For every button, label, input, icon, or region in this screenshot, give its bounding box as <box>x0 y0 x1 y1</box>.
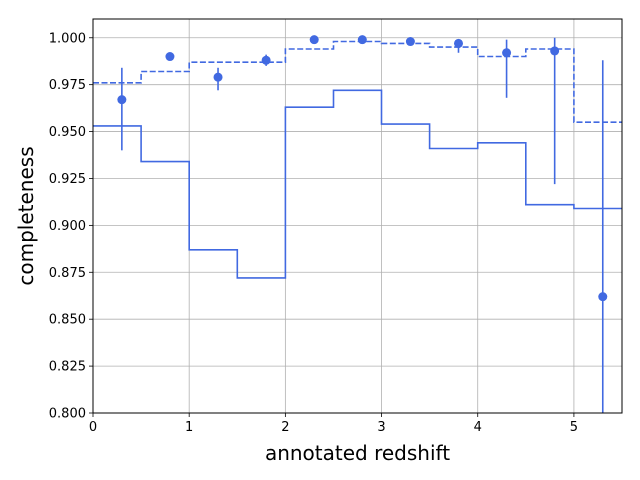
data-point <box>598 292 608 302</box>
x-tick-label: 0 <box>89 420 97 435</box>
data-point <box>213 72 223 82</box>
y-tick-label: 0.825 <box>49 360 86 375</box>
data-point <box>309 35 319 45</box>
solid-step-line <box>93 89 622 279</box>
y-tick-label: 1.000 <box>49 31 86 46</box>
data-point <box>117 95 127 105</box>
y-tick-label: 0.800 <box>49 407 86 422</box>
x-tick-label: 5 <box>570 420 578 435</box>
x-axis-label: annotated redshift <box>265 441 450 465</box>
data-point <box>502 48 512 58</box>
x-tick-label: 1 <box>185 420 193 435</box>
ticks: 0 1 2 3 4 5 0.800 0.825 0.850 0.875 0.900 0.925 0.95… <box>49 31 578 435</box>
x-tick-label: 2 <box>281 420 289 435</box>
y-tick-label: 0.900 <box>49 219 86 234</box>
data-point <box>357 35 367 45</box>
data-point <box>261 55 271 65</box>
y-tick-label: 0.875 <box>49 266 86 281</box>
data-point <box>550 46 560 56</box>
plot-frame <box>92 18 623 414</box>
data-point <box>453 38 463 48</box>
x-tick-label: 3 <box>377 420 385 435</box>
data-point <box>165 52 175 62</box>
y-axis-label: completeness <box>14 146 38 285</box>
data-point <box>405 37 415 47</box>
y-tick-label: 0.925 <box>49 172 86 187</box>
y-tick-label: 0.975 <box>49 78 86 93</box>
dashed-step-line <box>93 40 622 123</box>
y-tick-label: 0.850 <box>49 313 86 328</box>
data-layer <box>93 35 622 413</box>
y-tick-label: 0.950 <box>49 125 86 140</box>
x-tick-label: 4 <box>474 420 482 435</box>
